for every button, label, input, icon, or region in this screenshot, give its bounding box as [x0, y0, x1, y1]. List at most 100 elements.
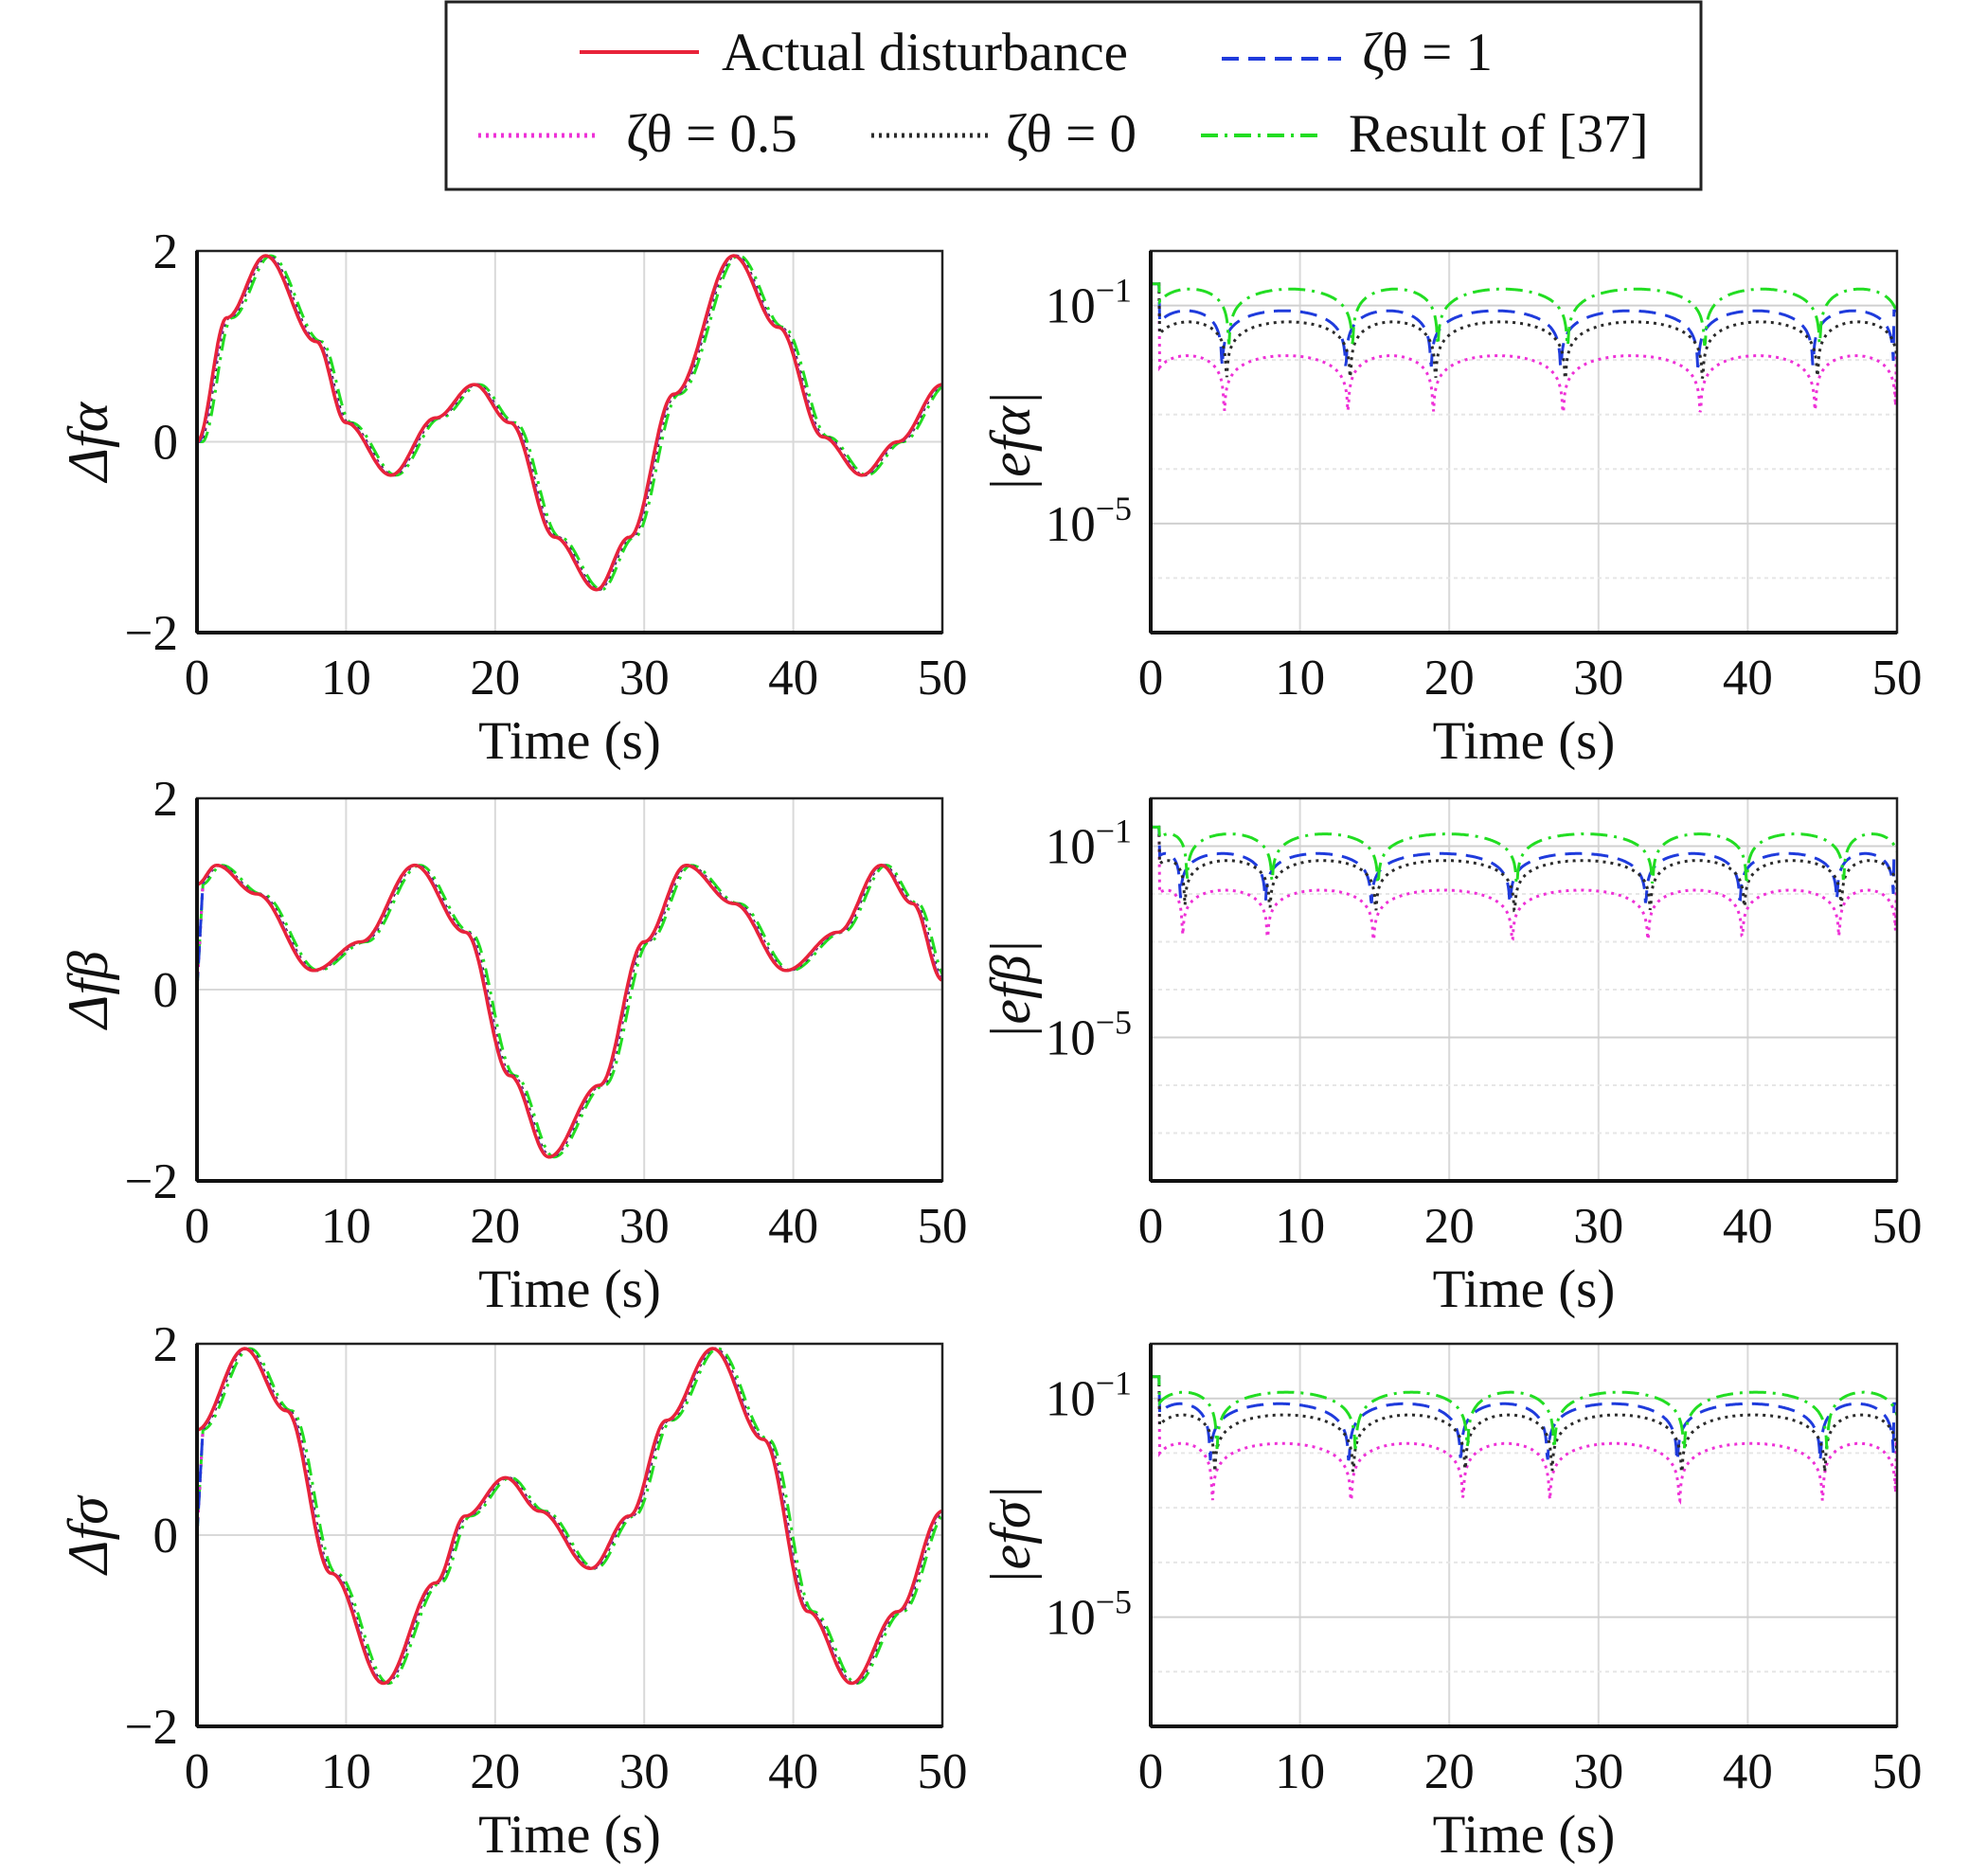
x-tick-label: 30 [619, 651, 670, 706]
x-tick-label: 40 [1723, 1199, 1773, 1254]
axes-frame [1149, 1342, 1899, 1728]
panel-efa: 0 10 20 30 40 50 Time (s) 10−1 10−5|efα| [979, 249, 1923, 771]
x-axis-label: Time (s) [1433, 711, 1616, 771]
series-group [1151, 825, 1897, 942]
y-axis-label: |efσ| [979, 1485, 1042, 1585]
series-group [1151, 282, 1897, 416]
x-tick-label: 20 [470, 651, 520, 706]
legend-label-z0: ζθ = 0 [1006, 104, 1137, 164]
x-tick-label: 20 [470, 1744, 520, 1799]
series-z0 [197, 254, 942, 592]
x-tick-label: 50 [918, 1199, 968, 1254]
y-tick-label: 10−5 [1046, 1583, 1132, 1646]
y-tick-label: 2 [153, 772, 179, 827]
panel-efb: 0 10 20 30 40 50 Time (s) 10−1 10−5|efβ| [979, 796, 1923, 1319]
series-z1 [1151, 825, 1897, 905]
x-tick-label: 10 [321, 651, 371, 706]
series-z1 [197, 254, 942, 592]
series-ref [197, 864, 942, 1159]
series-group [1151, 1375, 1897, 1506]
x-tick-label: 40 [1723, 1744, 1773, 1799]
series-z0 [1151, 1375, 1897, 1476]
x-tick-label: 10 [1275, 1744, 1325, 1799]
axes-frame [1149, 249, 1899, 634]
series-group [197, 863, 942, 1159]
y-axis-label: Δfβ [57, 951, 119, 1030]
x-tick-label: 0 [185, 1744, 210, 1799]
series-ref [1151, 825, 1897, 886]
x-tick-label: 20 [470, 1199, 520, 1254]
panel-efs: 0 10 20 30 40 50 Time (s) 10−1 10−5|efσ| [979, 1342, 1923, 1865]
x-tick-label: 50 [918, 651, 968, 706]
series-actual [197, 254, 942, 592]
y-axis-label: Δfα [57, 401, 119, 483]
x-axis-label: Time (s) [1433, 1260, 1616, 1319]
y-tick-label: −2 [125, 1700, 178, 1755]
series-ref [197, 1347, 942, 1685]
x-tick-label: 50 [1872, 1199, 1923, 1254]
series-z1 [1151, 282, 1897, 370]
y-tick-label: 0 [153, 416, 179, 471]
series-z0 [1151, 282, 1897, 382]
x-tick-label: 30 [1573, 1744, 1623, 1799]
y-tick-label: 2 [153, 224, 179, 279]
series-z05 [1151, 825, 1897, 942]
x-axis-label: Time (s) [478, 711, 661, 771]
x-tick-label: 50 [1872, 1744, 1923, 1799]
x-tick-label: 30 [1573, 1199, 1623, 1254]
x-tick-label: 10 [1275, 651, 1325, 706]
y-axis-label: Δfσ [57, 1494, 119, 1576]
y-tick-label: 10−5 [1046, 1004, 1132, 1066]
legend-box [444, 0, 1703, 191]
series-z0 [197, 864, 942, 1159]
y-tick-label: −2 [125, 606, 178, 661]
y-tick-label: 10−5 [1046, 490, 1132, 552]
y-tick-label: 10−1 [1046, 813, 1132, 875]
series-ref [1151, 1375, 1897, 1455]
x-tick-label: 50 [1872, 651, 1923, 706]
x-tick-label: 10 [1275, 1199, 1325, 1254]
x-tick-label: 10 [321, 1744, 371, 1799]
y-tick-label: 2 [153, 1317, 179, 1372]
x-tick-label: 0 [1138, 1199, 1164, 1254]
x-tick-label: 30 [619, 1744, 670, 1799]
x-tick-label: 0 [1138, 1744, 1164, 1799]
series-z05 [1151, 1375, 1897, 1506]
x-axis-label: Time (s) [478, 1260, 661, 1319]
x-tick-label: 40 [768, 1199, 818, 1254]
y-tick-label: 0 [153, 963, 179, 1018]
series-ref [197, 254, 942, 592]
legend: Actual disturbance ζθ = 1 ζθ = 0.5 ζθ = 0 Re… [444, 0, 1703, 191]
legend-label-ref: Result of [37] [1349, 104, 1649, 164]
series-z05 [197, 864, 942, 1159]
x-tick-label: 10 [321, 1199, 371, 1254]
x-tick-label: 50 [918, 1744, 968, 1799]
x-axis-label: Time (s) [478, 1805, 661, 1865]
x-tick-label: 40 [768, 1744, 818, 1799]
x-tick-label: 0 [185, 651, 210, 706]
x-tick-label: 0 [185, 1199, 210, 1254]
x-axis-label: Time (s) [1433, 1805, 1616, 1865]
x-tick-label: 20 [1424, 1744, 1475, 1799]
x-tick-label: 30 [1573, 651, 1623, 706]
legend-label-z1: ζθ = 1 [1362, 23, 1493, 82]
legend-label-z05: ζθ = 0.5 [626, 104, 797, 164]
y-axis-label: |efβ| [979, 939, 1042, 1040]
series-z0 [1151, 825, 1897, 913]
legend-label-actual: Actual disturbance [722, 23, 1128, 82]
series-group [197, 1347, 942, 1686]
series-actual [197, 1347, 942, 1686]
series-ref [1151, 282, 1897, 348]
x-tick-label: 30 [619, 1199, 670, 1254]
series-z1 [1151, 1375, 1897, 1466]
x-tick-label: 20 [1424, 1199, 1475, 1254]
y-tick-label: 10−1 [1046, 1365, 1132, 1427]
series-z1 [197, 864, 942, 1159]
x-tick-label: 40 [768, 651, 818, 706]
series-group [197, 254, 942, 592]
